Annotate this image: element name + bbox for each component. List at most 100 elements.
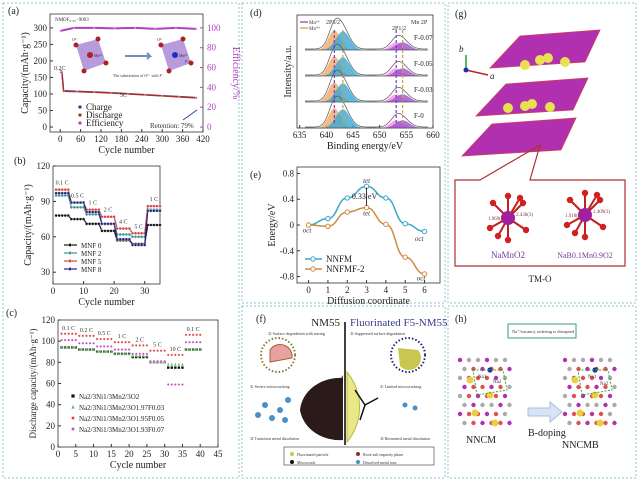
legend-label: Na2/3Ni1/3Mn2/3O1.97F0.03 — [79, 404, 165, 412]
data-point — [149, 349, 152, 353]
dissolved-ion-icon — [255, 412, 261, 418]
lattice-atom — [594, 384, 599, 390]
data-point — [166, 353, 170, 357]
panel-label-a: (a) — [8, 6, 19, 17]
co-atom-icon — [592, 367, 598, 373]
na-atom-icon — [471, 409, 479, 417]
spectrum-envelope — [304, 95, 428, 128]
lattice-atom — [612, 366, 617, 372]
x-tick-label: 2 — [345, 285, 350, 295]
data-point — [77, 334, 81, 338]
lattice-atom — [475, 357, 481, 363]
oxygen-atom-icon — [599, 223, 607, 231]
y-tick-label: 200 — [34, 56, 48, 66]
na-atom-icon — [543, 53, 553, 63]
lattice-atom — [502, 357, 508, 363]
lattice-atom — [607, 357, 613, 363]
lattice-atom — [489, 402, 494, 408]
data-point — [60, 71, 63, 74]
data-point — [94, 210, 98, 214]
data-point — [82, 201, 86, 205]
y-axis-label: Discharge capacity/(mAh·g⁻¹) — [28, 329, 38, 439]
data-point — [170, 353, 174, 357]
data-point — [75, 217, 80, 221]
data-point — [402, 254, 408, 260]
data-point — [131, 352, 135, 356]
lattice-atom — [585, 384, 590, 390]
data-point — [74, 345, 77, 349]
data-point — [99, 337, 103, 341]
data-point — [103, 215, 107, 219]
legend-marker — [356, 460, 360, 464]
legend-label: MNF 5 — [81, 258, 102, 266]
data-point — [57, 188, 61, 192]
data-point — [402, 221, 408, 227]
data-point — [97, 222, 101, 226]
data-point — [199, 347, 202, 351]
legend-label: Mn³⁺ — [309, 20, 320, 26]
lattice-atom — [576, 420, 581, 426]
data-point — [152, 223, 156, 227]
rate-label: 5C — [120, 93, 127, 99]
na-atom-icon — [571, 376, 579, 384]
data-point — [137, 235, 141, 239]
legend-marker — [78, 105, 82, 109]
x-axis-label: Binding energy/eV — [327, 141, 404, 152]
frame-abc — [2, 2, 240, 479]
spectrum-envelope — [304, 69, 428, 102]
oxygen-atom-icon — [166, 68, 172, 74]
lattice-atom — [471, 420, 476, 426]
data-point — [100, 229, 104, 233]
callout-text: Na⁺/vacancy ordering is disrupted — [512, 329, 575, 334]
na-atom-icon — [520, 60, 530, 70]
x-tick-label: 35 — [178, 449, 188, 459]
data-point — [60, 332, 63, 336]
lattice-atom — [480, 384, 485, 390]
bond-length: 1.918(2) — [565, 214, 582, 219]
data-point — [170, 383, 174, 386]
data-point — [127, 237, 131, 241]
microcracked-particle — [300, 377, 343, 441]
legend-marker — [68, 259, 72, 263]
data-point — [109, 345, 113, 348]
lattice-atom — [498, 366, 503, 372]
dissolved-ion-icon — [402, 402, 408, 408]
data-point — [325, 223, 331, 229]
spectrum-label: F-0.05 — [414, 60, 433, 68]
data-point — [100, 222, 104, 226]
lattice-atom — [576, 402, 581, 408]
frame-f — [241, 305, 446, 479]
lattice-atom — [603, 384, 608, 390]
oxygen-atom-icon — [158, 42, 164, 48]
axis-c-icon — [463, 67, 469, 73]
lattice-atom — [489, 384, 494, 390]
panel-label-d: (d) — [250, 8, 262, 19]
data-point — [69, 217, 73, 221]
lattice-atom — [562, 357, 568, 363]
data-point — [174, 362, 177, 366]
rate-label: 0.5 C — [71, 194, 84, 200]
data-point — [130, 231, 135, 235]
data-point — [99, 350, 102, 353]
data-point — [88, 347, 92, 351]
data-point — [143, 243, 147, 247]
lattice-atom — [585, 366, 590, 372]
y-tick-label: 60 — [46, 379, 56, 389]
data-point — [63, 332, 67, 336]
fluorinated-surface-icon — [398, 348, 422, 371]
lattice-atom — [562, 375, 568, 381]
data-point — [156, 359, 159, 363]
data-point — [78, 347, 81, 351]
f5-nm55-particle — [346, 370, 360, 444]
peak-label: 2P3/2 — [326, 20, 340, 26]
data-point — [124, 340, 127, 344]
y2-tick-label: 20 — [207, 102, 217, 112]
y-axis-label: Capacity/(mAh·g⁻¹) — [20, 32, 31, 114]
x-tick-label: 20 — [125, 449, 135, 459]
legend-marker — [68, 267, 72, 271]
lattice-atom — [480, 420, 485, 426]
lattice-atom — [580, 357, 586, 363]
lattice-atom — [507, 402, 512, 408]
lattice-atom — [607, 393, 613, 399]
site-label: Na1 — [478, 375, 487, 380]
